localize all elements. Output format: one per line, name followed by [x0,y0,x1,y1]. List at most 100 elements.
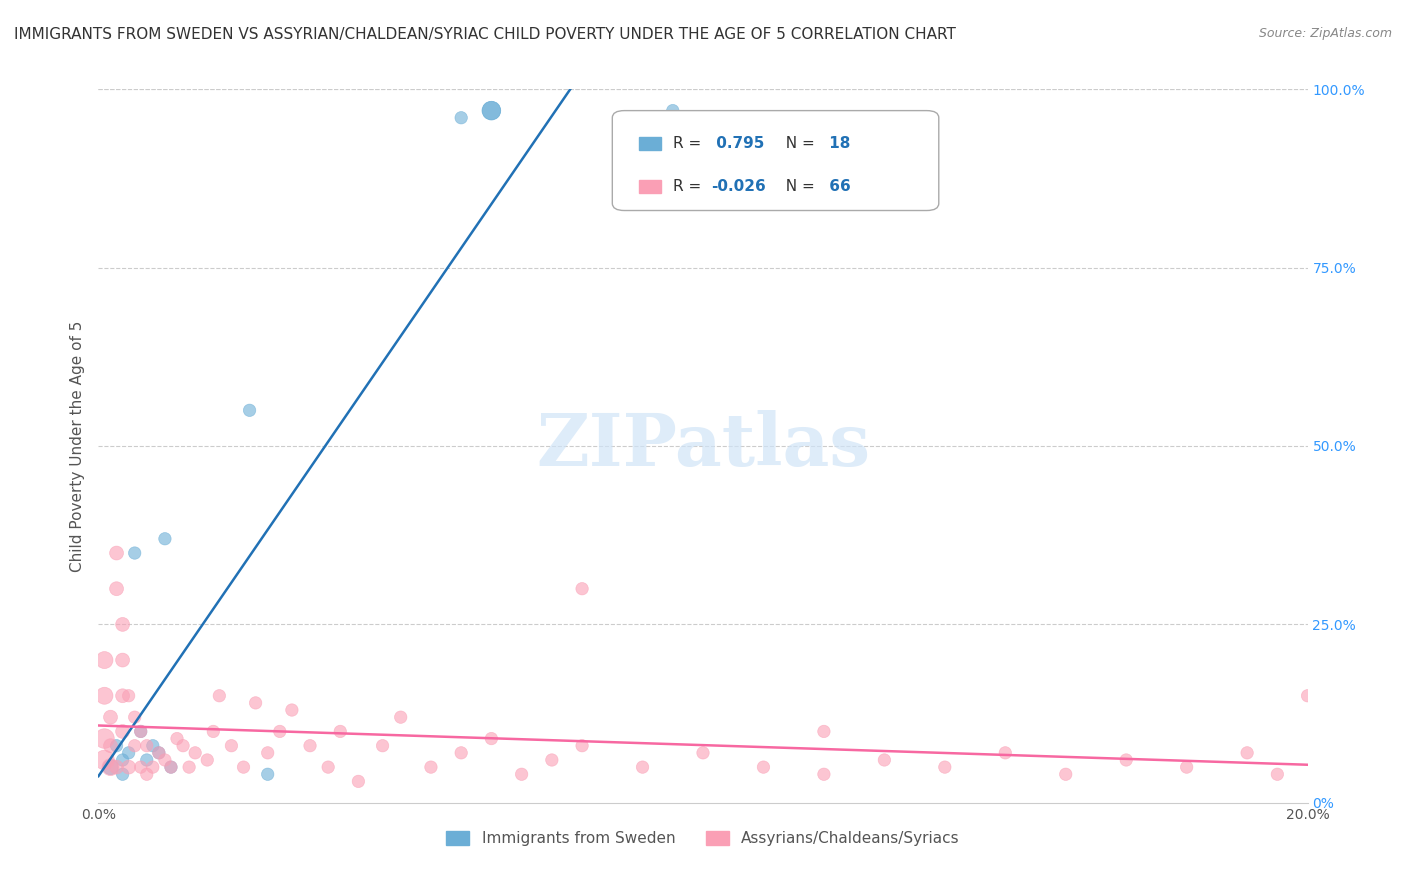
Point [111,653,134,667]
Point [208,689,231,703]
Point [160,760,183,774]
Text: R =: R = [673,178,706,194]
Point [172,739,194,753]
Point [245,696,267,710]
Point [316,760,339,774]
Point [450,111,472,125]
Point [299,739,322,753]
Point [813,724,835,739]
Text: -0.026: -0.026 [711,178,766,194]
Point [129,724,152,739]
Point [142,739,165,753]
Point [481,103,503,118]
Point [934,760,956,774]
Point [269,724,291,739]
Point [661,103,683,118]
Point [1175,760,1198,774]
Text: N =: N = [776,178,820,194]
Point [281,703,304,717]
Point [129,724,152,739]
Point [111,767,134,781]
Legend: Immigrants from Sweden, Assyrians/Chaldeans/Syriacs: Immigrants from Sweden, Assyrians/Chalde… [440,825,966,852]
Text: 66: 66 [824,178,851,194]
Point [1054,767,1077,781]
FancyBboxPatch shape [638,137,661,150]
Text: R =: R = [673,136,706,151]
Text: Source: ZipAtlas.com: Source: ZipAtlas.com [1258,27,1392,40]
Point [142,760,165,774]
Point [105,760,128,774]
Point [256,746,278,760]
Text: IMMIGRANTS FROM SWEDEN VS ASSYRIAN/CHALDEAN/SYRIAC CHILD POVERTY UNDER THE AGE O: IMMIGRANTS FROM SWEDEN VS ASSYRIAN/CHALD… [14,27,956,42]
Text: ZIPatlas: ZIPatlas [536,410,870,482]
Point [184,746,207,760]
Point [510,767,533,781]
Point [873,753,896,767]
Point [93,653,115,667]
Point [450,746,472,760]
Point [232,760,254,774]
Point [481,103,503,118]
Text: N =: N = [776,136,820,151]
Point [93,731,115,746]
Point [179,760,201,774]
Point [100,760,122,774]
Point [371,739,394,753]
Point [124,546,146,560]
Point [111,617,134,632]
Point [420,760,443,774]
Point [118,746,141,760]
Point [148,746,170,760]
Point [153,753,176,767]
Point [160,760,183,774]
Point [571,739,593,753]
FancyBboxPatch shape [613,111,939,211]
Point [221,739,243,753]
Point [93,753,115,767]
Point [111,724,134,739]
Y-axis label: Child Poverty Under the Age of 5: Child Poverty Under the Age of 5 [69,320,84,572]
Point [195,753,218,767]
Point [135,739,157,753]
Point [631,760,654,774]
Point [813,767,835,781]
Point [111,753,134,767]
Point [1267,767,1289,781]
Point [347,774,370,789]
Point [1115,753,1137,767]
Point [1236,746,1258,760]
Point [153,532,176,546]
Point [994,746,1017,760]
Point [135,767,157,781]
Point [135,753,157,767]
Point [93,689,115,703]
Point [148,746,170,760]
Point [124,710,146,724]
Point [118,760,141,774]
Point [118,689,141,703]
Point [105,582,128,596]
Point [105,546,128,560]
Point [202,724,225,739]
Point [571,582,593,596]
Point [105,739,128,753]
Point [1296,689,1319,703]
Point [166,731,188,746]
Point [129,760,152,774]
Point [540,753,562,767]
Point [752,760,775,774]
Point [329,724,352,739]
FancyBboxPatch shape [638,180,661,193]
Point [100,760,122,774]
Point [100,739,122,753]
Point [389,710,412,724]
Point [256,767,278,781]
Point [481,731,503,746]
Point [692,746,714,760]
Text: 0.795: 0.795 [711,136,765,151]
Point [111,689,134,703]
Point [100,710,122,724]
Text: 18: 18 [824,136,851,151]
Point [239,403,262,417]
Point [124,739,146,753]
